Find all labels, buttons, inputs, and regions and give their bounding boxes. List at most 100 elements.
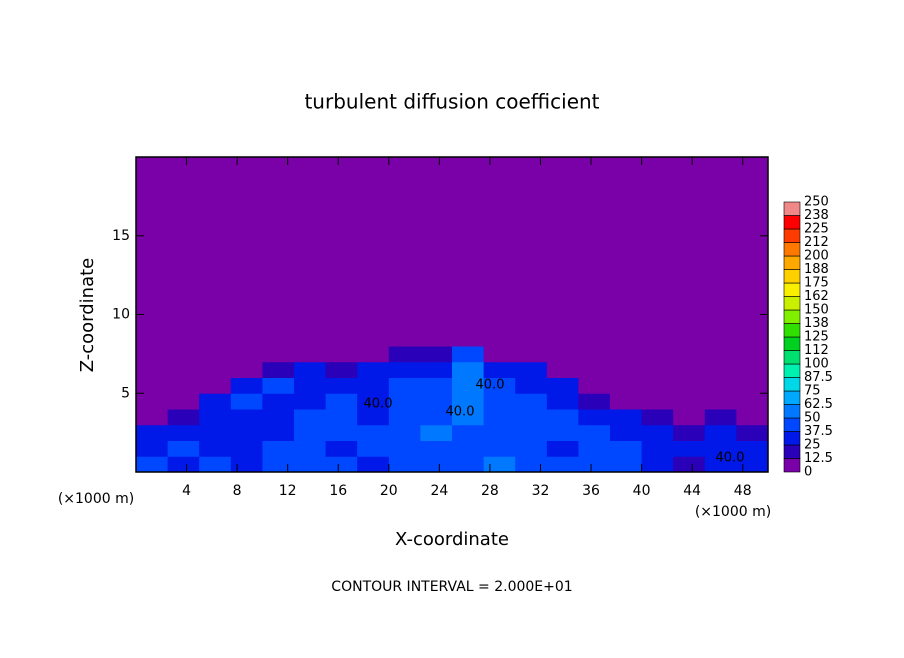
colorbar-swatch [783,282,801,297]
x-tick-label: 36 [582,483,600,499]
cell [578,424,611,441]
cell [294,346,327,363]
cell [546,409,579,426]
cell [641,377,674,394]
cell [357,393,390,410]
cell [546,377,579,394]
cell [610,377,643,394]
cell [641,424,674,441]
colorbar-label: 0 [804,465,812,480]
cell [610,330,643,347]
colorbar-label: 125 [804,330,829,345]
cell [199,346,232,363]
x-tick-label: 44 [683,483,701,499]
colorbar-swatch [783,404,801,419]
cell [420,424,453,441]
x-unit: (×1000 m) [695,504,771,520]
cell [736,361,769,378]
cell [388,377,421,394]
colorbar-label: 12.5 [804,451,833,466]
cell [230,346,263,363]
cell [136,393,169,410]
colorbar-swatch [783,323,801,338]
cell [167,393,200,410]
cell [483,346,516,363]
cell [578,346,611,363]
colorbar-label: 225 [804,222,829,237]
contour-label: 40.0 [716,451,745,466]
cell [452,393,485,410]
colorbar-swatch [783,350,801,365]
cell [230,377,263,394]
colorbar-label: 162 [804,289,829,304]
x-tick-label: 48 [734,483,752,499]
cell [325,456,358,473]
cell [420,440,453,457]
cell [357,361,390,378]
cell [641,361,674,378]
cell [199,440,232,457]
cell [262,346,295,363]
y-unit: (×1000 m) [58,491,134,507]
cell [546,456,579,473]
cell [704,346,737,363]
cell [452,440,485,457]
contour-label: 40.0 [446,405,475,420]
cell [167,377,200,394]
cell [230,456,263,473]
colorbar-swatch [783,444,801,459]
colorbar-swatch [783,296,801,311]
colorbar-label: 238 [804,208,829,223]
cell [610,424,643,441]
cell [704,330,737,347]
cell [736,393,769,410]
cell [420,393,453,410]
cell [546,424,579,441]
cell [294,361,327,378]
footnote: CONTOUR INTERVAL = 2.000E+01 [331,579,572,595]
colorbar-label: 75 [804,384,821,399]
colorbar-swatch [783,242,801,257]
y-tick-label: 5 [121,385,130,401]
colorbar-label: 50 [804,411,821,426]
cell [515,361,548,378]
cell [262,361,295,378]
cell [136,440,169,457]
y-axis-label: Z-coordinate [77,258,98,373]
x-tick-label: 32 [532,483,550,499]
cell [136,377,169,394]
colorbar-label: 150 [804,303,829,318]
cell [325,330,358,347]
cell [199,361,232,378]
x-tick-label: 16 [329,483,347,499]
cell [452,330,485,347]
cell [136,424,169,441]
cell [388,393,421,410]
cell [357,424,390,441]
x-tick-label: 12 [279,483,297,499]
cell [546,440,579,457]
cell [230,393,263,410]
cell [262,440,295,457]
cell [578,393,611,410]
cell [483,440,516,457]
cell [262,409,295,426]
cell [483,409,516,426]
cell [578,409,611,426]
cell [452,409,485,426]
cell [452,361,485,378]
cell [294,409,327,426]
cell [641,409,674,426]
cell [641,440,674,457]
cell [736,440,769,457]
cell [483,393,516,410]
cell [136,330,169,347]
cell [483,456,516,473]
cell [325,424,358,441]
y-tick-label: 10 [112,307,130,323]
cell [641,330,674,347]
cell [199,409,232,426]
cell [673,377,706,394]
cell [325,393,358,410]
